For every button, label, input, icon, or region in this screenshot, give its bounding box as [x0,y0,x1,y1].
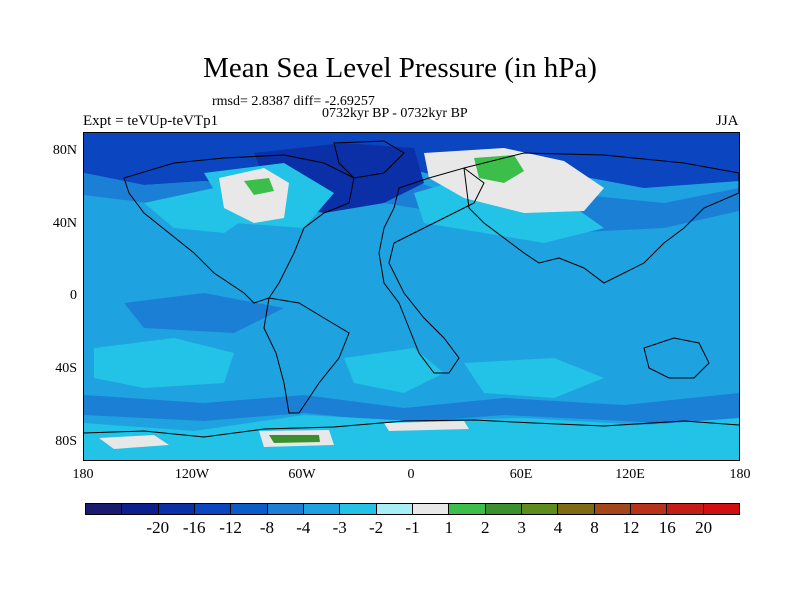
colorbar-swatch [231,504,268,514]
coastlines [84,140,739,438]
darker-blue-pacific [124,293,284,333]
lon-label-60e: 60E [509,467,533,482]
australia-coast [643,337,710,379]
antarctica-coast [84,419,739,438]
colorbar-swatch [594,504,631,514]
colorbar-swatch [485,504,522,514]
lon-label-60w: 60W [288,467,316,482]
antarctica-white-ross [384,421,469,431]
lat-label-0: 0 [70,288,77,303]
colorbar-swatch [376,504,413,514]
colorbar-label: -12 [219,518,242,537]
south-america-coast [263,297,350,414]
colorbar-label: 8 [590,518,599,537]
map-svg [84,133,739,460]
colorbar-label: -16 [182,518,206,537]
colorbar-label: -3 [332,518,347,537]
colorbar-swatch [449,504,486,514]
pressure-anomaly-map [83,132,740,461]
lon-label-180w: 180 [72,467,94,482]
colorbar-label: -1 [405,518,420,537]
colorbar-label: 12 [622,518,640,537]
colorbar-swatch [267,504,304,514]
colorbar-label: 2 [481,518,490,537]
colorbar-swatch [703,504,739,514]
colorbar-label: -20 [146,518,170,537]
white-north-america [219,168,289,223]
greenland-coast [333,140,405,179]
white-eurasia [424,148,604,213]
lat-label-40n: 40N [52,216,77,231]
experiment-label: Expt = teVUp-teVTp1 [83,113,219,129]
colorbar-swatch [158,504,195,514]
colorbar-swatch [558,504,595,514]
colorbar-label: -2 [369,518,384,537]
colorbar-swatch [667,504,704,514]
antarctica-green-mid [269,435,320,443]
map-title: Mean Sea Level Pressure (in hPa) [203,52,597,84]
colorbar-swatch [86,504,123,514]
colorbar [85,503,740,515]
colorbar-label: 3 [517,518,526,537]
colorbar-swatch [194,504,232,514]
colorbar-label: 4 [553,518,563,537]
colorbar-label: 20 [695,518,713,537]
colorbar-swatch [521,504,559,514]
lon-label-120w: 120W [174,467,210,482]
colorbar-swatch [340,504,377,514]
antarctica-cyan [84,415,739,460]
cyan-south-pacific [94,338,234,388]
southern-ocean-band [84,393,739,428]
colorbar-label: -8 [259,518,275,537]
lon-label-0: 0 [407,467,415,482]
lat-label-40s: 40S [55,361,77,376]
colorbar-swatch [630,504,668,514]
colorbar-label: 16 [658,518,676,537]
colorbar-label: 1 [444,518,454,537]
north-america-coast [123,154,355,304]
colorbar-swatch [303,504,341,514]
asia-coast [463,152,739,284]
green-north-america [244,178,274,195]
lon-label-180e: 180 [729,467,751,482]
cyan-south-atlantic [344,348,444,393]
period-text: 0732kyr BP - 0732kyr BP [322,106,468,121]
colorbar-swatch [412,504,450,514]
colorbar-swatch [122,504,159,514]
stats-text: rmsd= 2.8387 diff= -2.69257 [212,94,375,109]
season-label: JJA [716,113,739,129]
cyan-indian-ocean [464,358,604,398]
lat-label-80s: 80S [55,434,77,449]
europe-africa-coast [378,167,485,374]
lat-label-80n: 80N [52,143,77,158]
antarctica-white-left [99,435,169,449]
colorbar-label: -4 [296,518,311,537]
lon-label-120e: 120E [615,467,645,482]
